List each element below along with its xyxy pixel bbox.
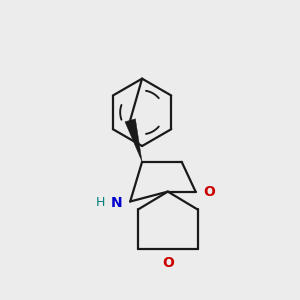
Text: O: O bbox=[162, 256, 174, 270]
Text: H: H bbox=[96, 196, 105, 209]
Text: O: O bbox=[203, 184, 215, 199]
Text: N: N bbox=[110, 196, 122, 209]
Polygon shape bbox=[125, 119, 142, 162]
